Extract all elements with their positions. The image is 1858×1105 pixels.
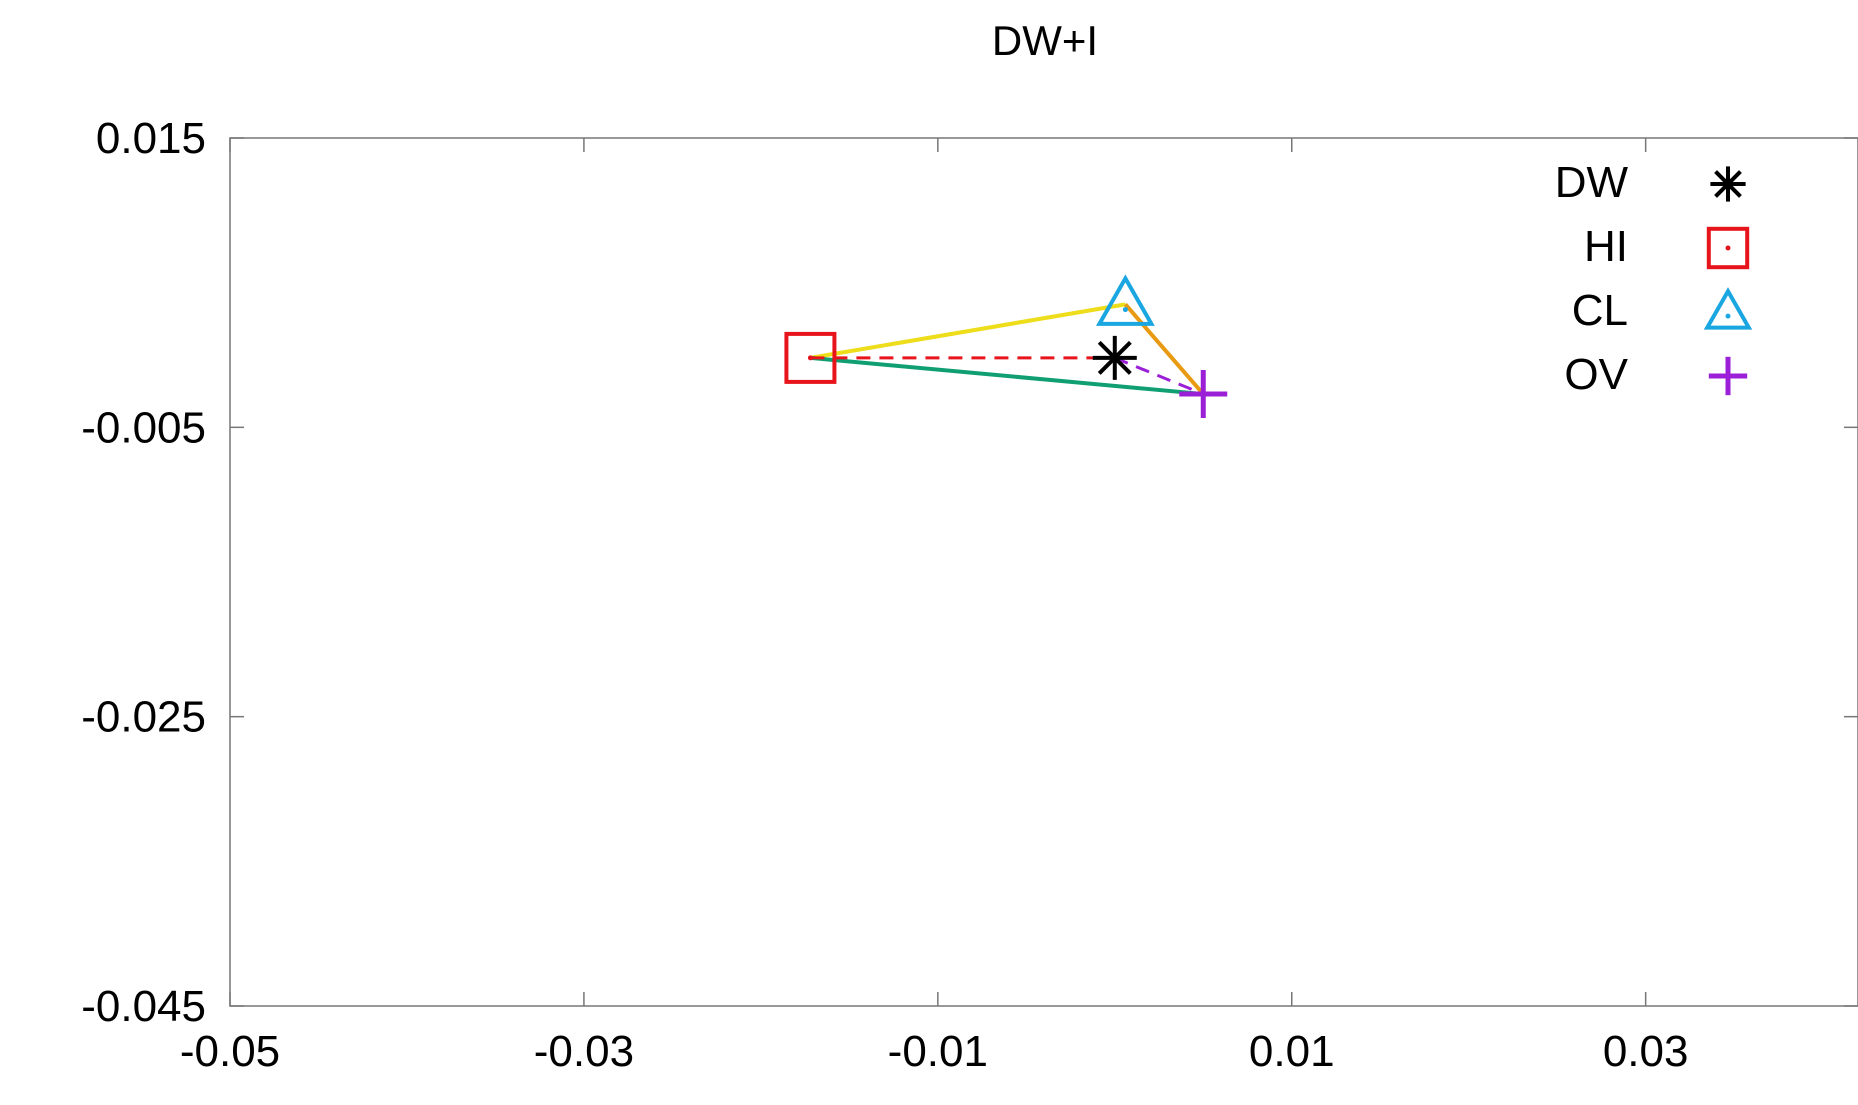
connector-hi-cl — [810, 302, 1126, 360]
legend-label-hi: HI — [1584, 222, 1628, 271]
data-point-cl — [1095, 274, 1155, 326]
connector-cl-ov — [1123, 303, 1205, 396]
y-tick-label: -0.005 — [81, 403, 206, 452]
x-tick-label: 0.03 — [1603, 1027, 1689, 1076]
data-point-hi — [784, 331, 837, 384]
plot-frame — [229, 137, 1858, 1007]
x-tick-label: -0.05 — [180, 1027, 280, 1076]
data-point-ov — [1179, 370, 1228, 419]
legend-marker-cl — [1703, 287, 1753, 330]
connector-dw-ov — [1114, 356, 1204, 396]
y-tick-label: -0.045 — [81, 982, 206, 1031]
x-tick-label: -0.01 — [888, 1027, 988, 1076]
legend-label-cl: CL — [1572, 286, 1628, 335]
y-tick-label: -0.025 — [81, 693, 206, 742]
y-tick-label: 0.015 — [96, 114, 206, 163]
legend-marker-hi — [1706, 226, 1750, 270]
chart-title: DW+I — [992, 17, 1098, 64]
legend-label-ov: OV — [1564, 350, 1628, 399]
connector-hi-ov — [810, 355, 1204, 397]
x-tick-label: 0.01 — [1249, 1027, 1335, 1076]
x-tick-label: -0.03 — [534, 1027, 634, 1076]
legend-marker-dw — [1710, 166, 1746, 202]
legend: DW HI CL OV — [1555, 158, 1753, 399]
legend-marker-ov — [1708, 356, 1748, 396]
legend-label-dw: DW — [1555, 158, 1629, 207]
data-point-dw — [1092, 335, 1137, 380]
